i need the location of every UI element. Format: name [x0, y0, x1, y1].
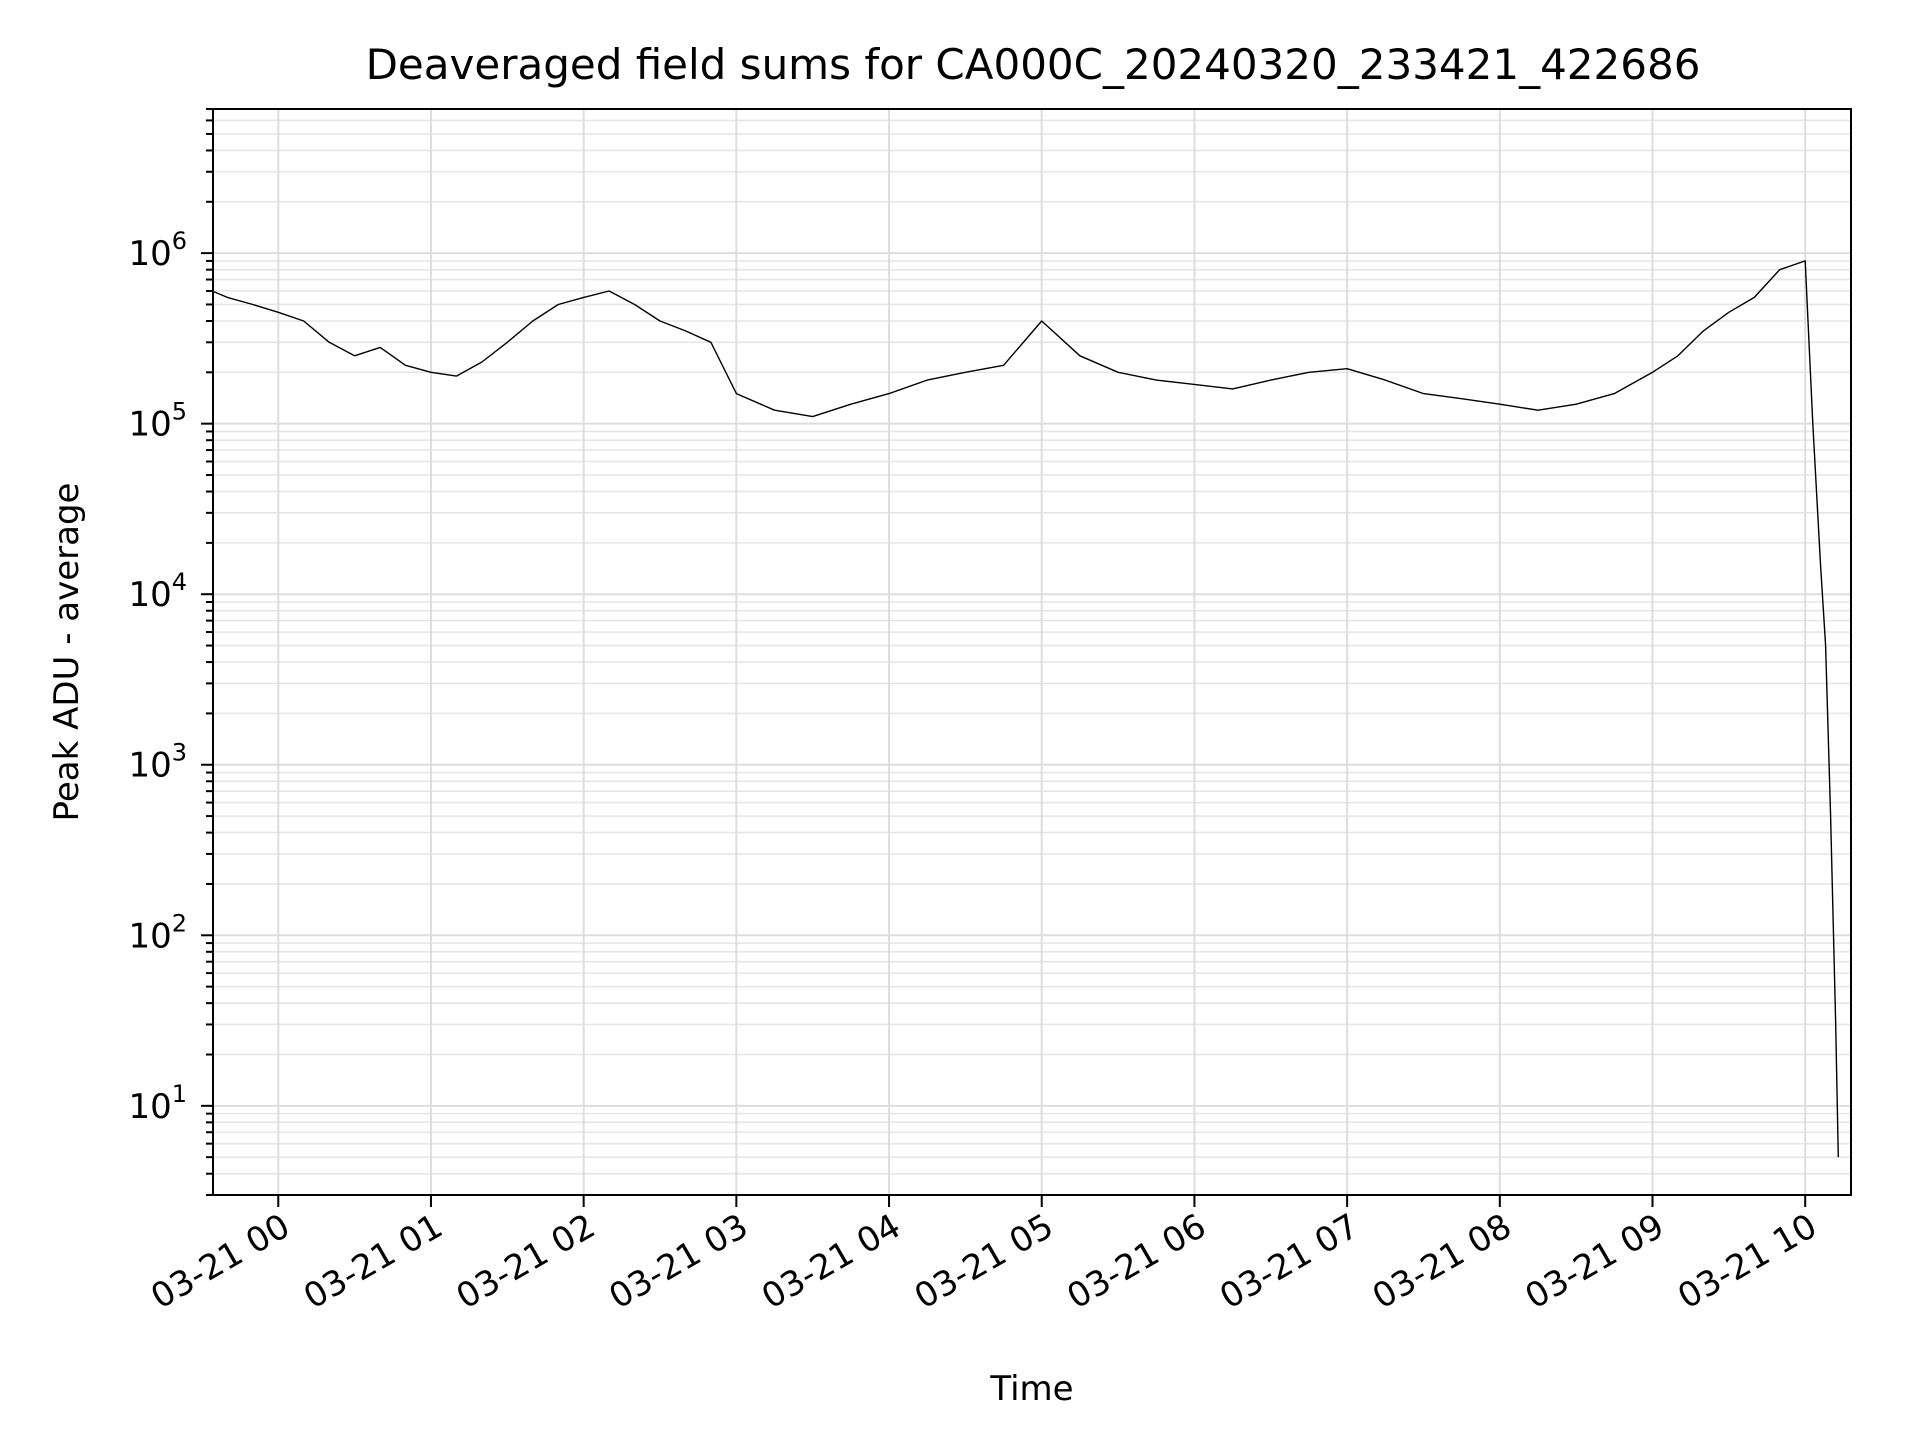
- x-tick-label: 03-21 07: [1213, 1206, 1365, 1317]
- y-tick-label: 102: [128, 909, 187, 956]
- x-tick-label: 03-21 05: [908, 1206, 1060, 1317]
- x-tick-label: 03-21 08: [1366, 1206, 1518, 1317]
- y-tick-label: 101: [128, 1080, 187, 1127]
- x-tick-label: 03-21 01: [297, 1206, 449, 1317]
- x-axis: 03-21 00 03-21 01 03-21 02 03-21 03 03-21 04…: [144, 1195, 1824, 1317]
- x-tick-label: 03-21 04: [755, 1206, 907, 1317]
- y-tick-label: 106: [128, 227, 187, 274]
- plot-frame: [212, 108, 1852, 1196]
- plot-layer: [211, 260, 1839, 1158]
- x-tick-label: 03-21 00: [144, 1206, 296, 1317]
- y-tick-label: 104: [128, 568, 187, 615]
- x-tick-label: 03-21 03: [602, 1206, 754, 1317]
- x-tick-label: 03-21 09: [1519, 1206, 1671, 1317]
- y-axis-label: Peak ADU - average: [47, 483, 87, 822]
- x-tick-label: 03-21 06: [1061, 1206, 1213, 1317]
- grid-layer: [213, 108, 1851, 1196]
- chart-title: Deaveraged field sums for CA000C_2024032…: [366, 40, 1701, 89]
- x-axis-label: Time: [989, 1369, 1073, 1409]
- y-tick-label: 103: [128, 739, 187, 786]
- x-tick-label: 03-21 10: [1671, 1206, 1823, 1317]
- y-axis: 101 102 103 104 105 106: [128, 108, 213, 1196]
- y-tick-label: 105: [128, 398, 187, 445]
- x-tick-label: 03-21 02: [450, 1206, 602, 1317]
- series-line: [211, 260, 1839, 1158]
